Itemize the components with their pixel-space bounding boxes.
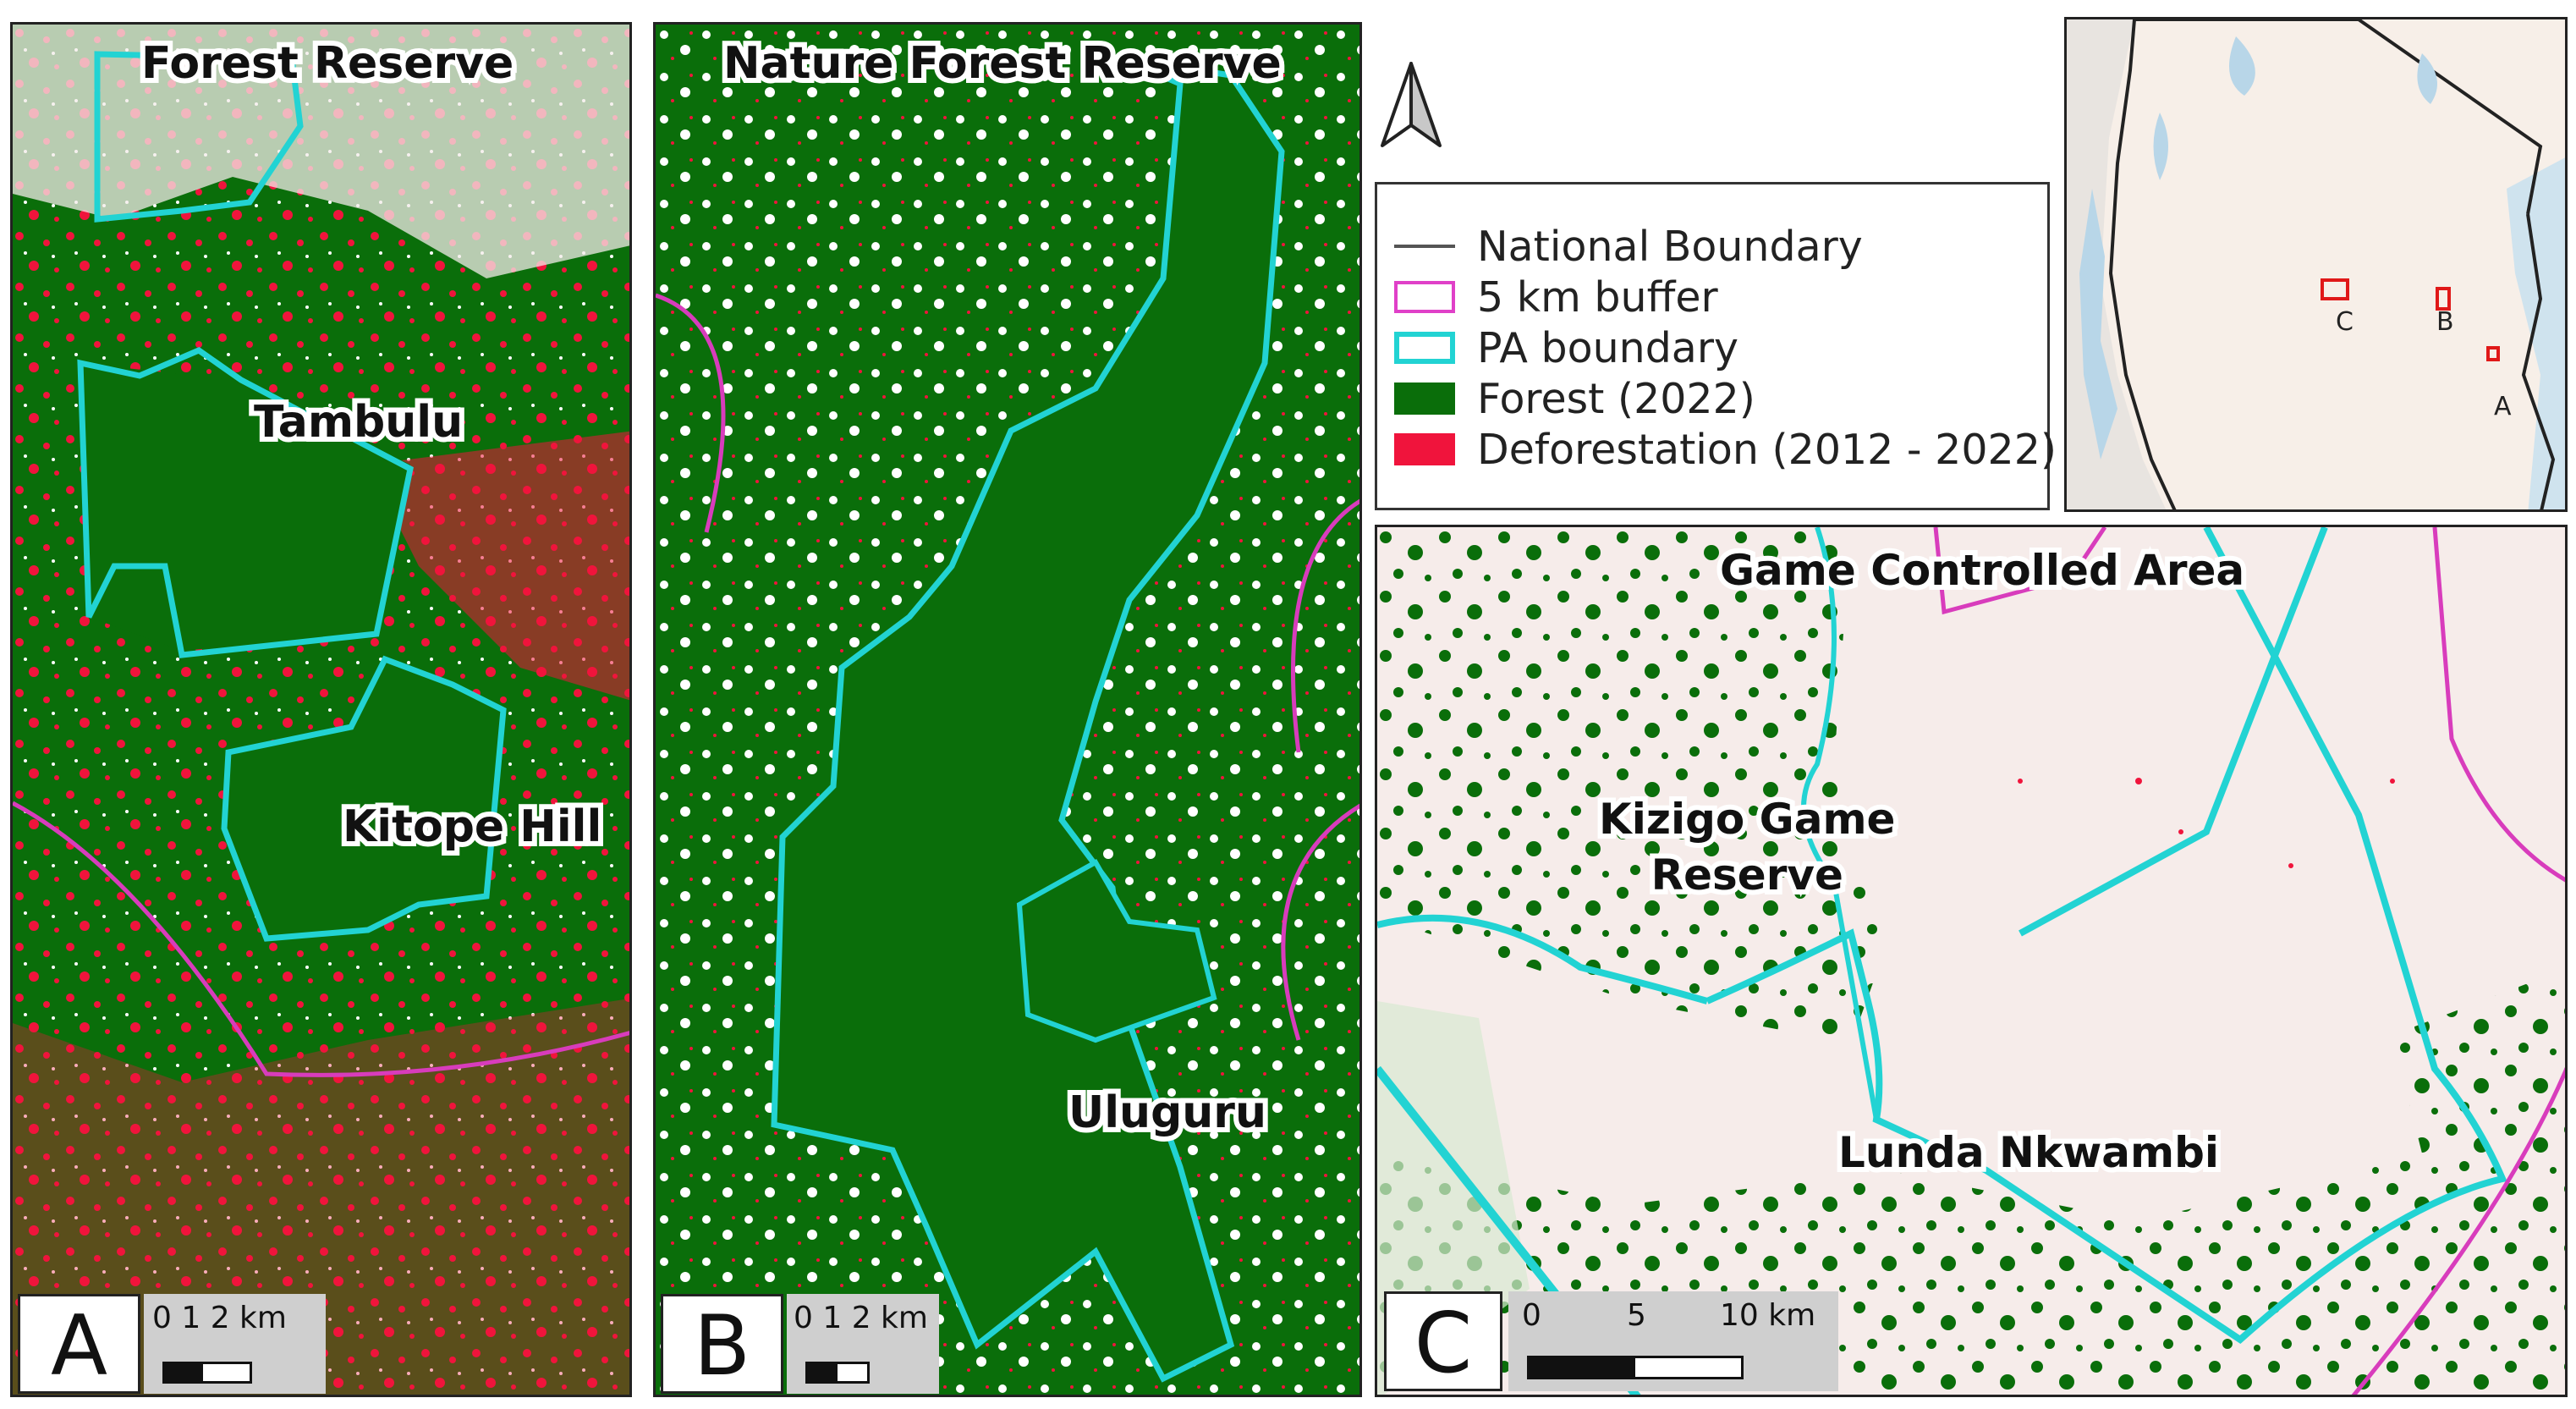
scale-label-c-5: 5 xyxy=(1627,1298,1646,1333)
legend-item-pa-boundary: PA boundary xyxy=(1394,323,1738,372)
scale-bar-graphic-a xyxy=(162,1362,252,1384)
inset-locator-map: C B A xyxy=(2064,17,2568,512)
panel-letter-b: B xyxy=(661,1294,783,1395)
deforestation-swatch xyxy=(1394,433,1455,465)
north-arrow-icon xyxy=(1381,62,1442,147)
pa-boundary-swatch xyxy=(1394,332,1455,364)
inset-label-b: B xyxy=(2436,307,2454,337)
panel-letter-a: A xyxy=(18,1294,140,1395)
label-kizigo-game-reserve: Kizigo Game Reserve xyxy=(1594,790,1900,905)
label-tambulu: Tambulu xyxy=(249,392,468,453)
panel-b-map-graphic xyxy=(656,25,1359,1395)
label-game-controlled-area: Game Controlled Area xyxy=(1715,541,2249,600)
label-kitope-hill: Kitope Hill xyxy=(338,796,607,857)
label-forest-reserve: Forest Reserve xyxy=(136,33,519,94)
legend-label-deforestation: Deforestation (2012 - 2022) xyxy=(1477,425,2057,474)
map-panel-a: Forest Reserve Tambulu Kitope Hill A 0 1… xyxy=(10,22,632,1397)
scale-label-b: 0 1 2 km xyxy=(794,1301,928,1335)
panel-c-map-graphic xyxy=(1377,527,2565,1395)
legend-label-national-boundary: National Boundary xyxy=(1477,222,1863,271)
legend-label-forest: Forest (2022) xyxy=(1477,374,1755,423)
map-panel-b: Nature Forest Reserve Uluguru B 0 1 2 km xyxy=(653,22,1362,1397)
scale-label-c-0: 0 xyxy=(1522,1298,1541,1333)
buffer-swatch xyxy=(1394,281,1455,313)
national-boundary-swatch xyxy=(1394,230,1455,262)
scale-bar-graphic-c xyxy=(1527,1356,1744,1379)
inset-label-a: A xyxy=(2494,392,2512,421)
forest-swatch xyxy=(1394,383,1455,415)
label-nature-forest-reserve: Nature Forest Reserve xyxy=(718,33,1287,94)
scale-bar-c: 0 5 10 km xyxy=(1508,1291,1838,1391)
label-lunda-nkwambi: Lunda Nkwambi xyxy=(1833,1123,2224,1182)
label-uluguru: Uluguru xyxy=(1063,1082,1272,1143)
scale-label-a: 0 1 2 km xyxy=(152,1301,287,1335)
map-panel-c: Game Controlled Area Kizigo Game Reserve… xyxy=(1375,525,2568,1397)
inset-map-graphic xyxy=(2067,19,2565,509)
legend-label-pa-boundary: PA boundary xyxy=(1477,323,1738,372)
scale-label-c-10: 10 km xyxy=(1720,1298,1816,1333)
scale-bar-graphic-b xyxy=(805,1362,870,1384)
scale-bar-b: 0 1 2 km xyxy=(787,1294,939,1394)
panel-a-map-graphic xyxy=(13,25,629,1395)
scale-bar-a: 0 1 2 km xyxy=(144,1294,326,1394)
legend-item-buffer: 5 km buffer xyxy=(1394,273,1718,322)
legend-item-national-boundary: National Boundary xyxy=(1394,223,1863,271)
legend-item-deforestation: Deforestation (2012 - 2022) xyxy=(1394,425,2057,474)
inset-label-c: C xyxy=(2336,307,2354,337)
panel-letter-c: C xyxy=(1384,1291,1502,1392)
map-legend: National Boundary 5 km buffer PA boundar… xyxy=(1375,182,2057,510)
legend-label-buffer: 5 km buffer xyxy=(1477,272,1718,322)
legend-item-forest: Forest (2022) xyxy=(1394,374,1755,423)
